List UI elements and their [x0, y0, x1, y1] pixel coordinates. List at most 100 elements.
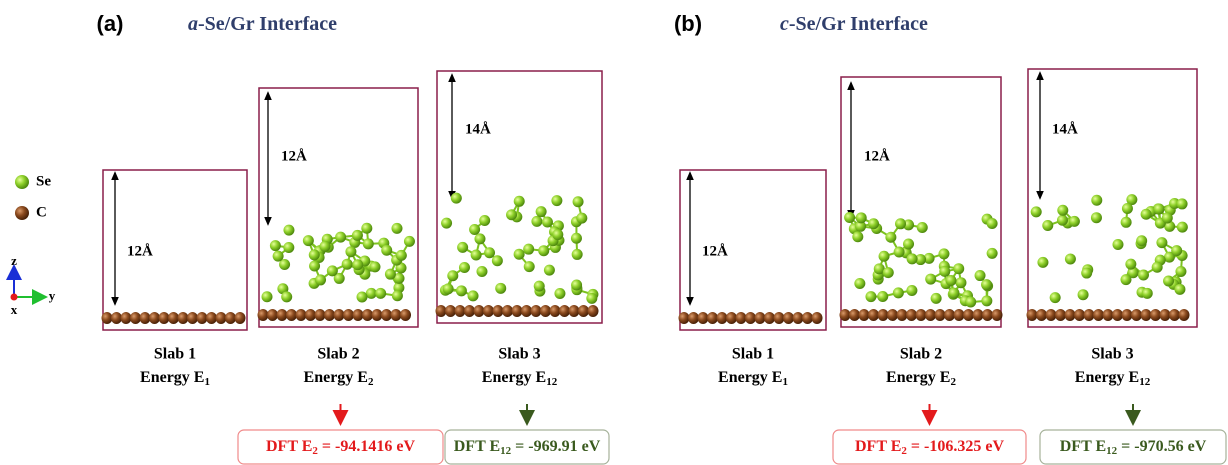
carbon-atom: [1131, 309, 1142, 321]
se-atom: [335, 232, 346, 243]
carbon-atom: [944, 309, 955, 321]
se-atom: [844, 212, 855, 223]
se-atom: [1177, 198, 1188, 209]
height-label: 12Å: [127, 243, 153, 259]
carbon-atom: [679, 312, 690, 324]
se-atom: [1136, 235, 1147, 246]
se-atom: [931, 293, 942, 304]
carbon-atom: [1150, 309, 1161, 321]
carbon-atom: [149, 312, 160, 324]
carbon-atom: [774, 312, 785, 324]
carbon-atom: [906, 309, 917, 321]
se-atom: [536, 206, 547, 217]
se-atom: [906, 285, 917, 296]
se-atom: [443, 283, 454, 294]
se-atom: [441, 218, 452, 229]
legend-label: Se: [36, 173, 51, 189]
se-atom: [571, 233, 582, 244]
carbon-atom: [130, 312, 141, 324]
se-atom: [1125, 259, 1136, 270]
energy-sub: 1: [204, 376, 210, 388]
se-atom: [938, 248, 949, 259]
panel-title: a-Se/Gr Interface: [188, 13, 337, 35]
se-atom: [895, 218, 906, 229]
carbon-atom: [973, 309, 984, 321]
carbon-atom: [925, 309, 936, 321]
se-atom: [531, 216, 542, 227]
se-atom: [885, 232, 896, 243]
se-atom: [283, 225, 294, 236]
energy-text: Energy E: [886, 369, 950, 386]
se-atom: [907, 253, 918, 264]
se-atom: [1174, 284, 1185, 295]
se-atom: [327, 265, 338, 276]
se-atom: [893, 287, 904, 298]
slab-energy: Energy E2: [304, 369, 374, 388]
se-atom: [981, 279, 992, 290]
carbon-atom: [1065, 309, 1076, 321]
carbon-atom: [353, 309, 364, 321]
carbon-atom: [140, 312, 151, 324]
carbon-atom: [745, 312, 756, 324]
carbon-atom: [197, 312, 208, 324]
carbon-atom: [783, 312, 794, 324]
se-atom: [586, 293, 597, 304]
se-atom: [1031, 206, 1042, 217]
se-atom: [404, 236, 415, 247]
se-atom: [538, 245, 549, 256]
slab-name: Slab 1: [732, 346, 774, 363]
carbon-atom: [717, 312, 728, 324]
carbon-atom: [849, 309, 860, 321]
se-atom: [544, 265, 555, 276]
se-atom: [868, 218, 879, 229]
carbon-atom: [1027, 309, 1038, 321]
se-atom: [1175, 266, 1186, 277]
se-atom: [953, 263, 964, 274]
se-atom: [459, 262, 470, 273]
carbon-atom: [1112, 309, 1123, 321]
carbon-atom: [512, 305, 523, 317]
carbon-atom: [235, 312, 246, 324]
se-atom: [363, 238, 374, 249]
carbon-atom: [493, 305, 504, 317]
se-atom: [369, 261, 380, 272]
energy-sub: 2: [950, 376, 956, 388]
carbon-atom: [1169, 309, 1180, 321]
se-atom: [1138, 270, 1149, 281]
carbon-atom: [206, 312, 217, 324]
height-label: 14Å: [465, 121, 491, 137]
se-atom: [479, 215, 490, 226]
carbon-atom: [391, 309, 402, 321]
result-text: DFT E2 = -106.325 eV: [855, 438, 1004, 457]
result-suffix: = -94.1416 eV: [318, 438, 416, 455]
se-atom: [965, 296, 976, 307]
se-atom: [375, 288, 386, 299]
se-atom: [309, 249, 320, 260]
carbon-atom: [540, 305, 551, 317]
se-atom: [975, 270, 986, 281]
carbon-atom: [559, 305, 570, 317]
slab-energy: Energy E12: [1075, 369, 1151, 388]
se-atom: [946, 275, 957, 286]
se-atom: [852, 231, 863, 242]
se-atom: [309, 261, 320, 272]
se-atom: [542, 217, 553, 228]
height-label: 12Å: [702, 243, 728, 259]
se-atom: [854, 278, 865, 289]
se-atom: [865, 291, 876, 302]
se-atom: [492, 255, 503, 266]
carbon-atom: [362, 309, 373, 321]
carbon-atom: [755, 312, 766, 324]
height-label: 14Å: [1052, 121, 1078, 137]
title-text: -Se/Gr Interface: [789, 13, 928, 35]
carbon-atom: [1036, 309, 1047, 321]
carbon-atom: [707, 312, 718, 324]
se-atom: [273, 251, 284, 262]
carbon-atom: [897, 309, 908, 321]
se-atom: [1091, 195, 1102, 206]
title-italic: c: [780, 13, 789, 35]
se-atom: [1069, 216, 1080, 227]
carbon-atom: [802, 312, 813, 324]
carbon-atom: [1141, 309, 1152, 321]
se-atom: [484, 247, 495, 258]
